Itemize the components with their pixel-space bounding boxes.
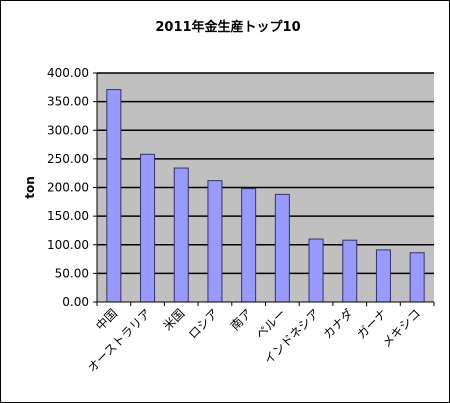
bar-series <box>106 89 425 303</box>
axes <box>93 72 435 306</box>
x-tick-label: 南ア <box>227 306 255 334</box>
bar <box>241 188 257 303</box>
y-tick-label: 400.00 <box>47 66 89 80</box>
bar <box>140 153 156 303</box>
bar <box>106 89 122 303</box>
bar <box>308 238 324 303</box>
y-tick-label: 50.00 <box>55 266 89 280</box>
bar <box>342 239 358 303</box>
y-tick-labels: 0.00 50.00 100.00 150.00 200.00 250.00 300.00 3… <box>47 66 89 309</box>
x-tick-label: 中国 <box>92 306 120 334</box>
y-tick-label: 350.00 <box>47 95 89 109</box>
bar <box>207 180 223 303</box>
bar <box>375 249 391 303</box>
bar <box>409 252 425 303</box>
x-tick-label: 米国 <box>160 306 187 333</box>
y-tick-label: 150.00 <box>47 209 89 223</box>
y-tick-label: 200.00 <box>47 181 89 195</box>
x-tick-label: カナダ <box>320 306 356 342</box>
y-tick-label: 100.00 <box>47 238 89 252</box>
y-axis-label: ton <box>23 176 37 199</box>
y-tick-label: 250.00 <box>47 152 89 166</box>
bar <box>173 167 189 303</box>
bar <box>274 193 290 303</box>
y-tick-label: 300.00 <box>47 123 89 137</box>
chart-title: 2011年金生産トップ10 <box>155 19 300 35</box>
y-tick-label: 0.00 <box>62 295 89 309</box>
x-tick-label: ロシア <box>186 306 221 341</box>
